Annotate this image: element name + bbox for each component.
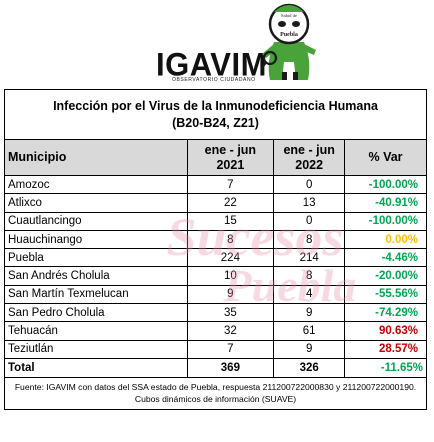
logo-wordmark: IGAVIM [156,46,267,83]
table-row: Tehuacán 32 61 90.63% [4,321,427,341]
header-row: Municipio ene - jun 2021 ene - jun 2022 … [4,139,427,176]
cell-municipio: San Martín Texmelucan [4,284,188,305]
cell-2022: 9 [273,339,346,359]
table-row: Atlixco 22 13 -40.91% [4,193,427,213]
source-note: Fuente: IGAVIM con datos del SSA estado … [4,376,427,410]
header-2021-year: 2021 [216,157,245,172]
cell-var: -74.29% [344,303,427,323]
cell-var: 28.57% [344,339,427,359]
mascot-top-text: Salud de [281,13,297,18]
cell-2021: 22 [186,193,275,213]
table-row: San Pedro Cholula 35 9 -74.29% [4,303,427,323]
cell-var: -4.46% [344,248,427,268]
cell-2021: 224 [186,248,275,268]
cell-var: -40.91% [344,193,427,213]
cell-municipio: San Pedro Cholula [4,303,188,323]
header-2022-year: 2022 [295,157,324,172]
cell-var: 90.63% [344,321,427,341]
cell-municipio: Puebla [4,248,188,268]
cell-municipio: Amozoc [4,174,188,195]
table-title-line1: Infección por el Virus de la Inmunodefic… [53,99,378,113]
table-row: San Andrés Cholula 10 8 -20.00% [4,266,427,286]
cell-2021: 35 [186,303,275,323]
table-row: Huauchinango 8 8 0.00% [4,229,427,250]
cell-municipio: Atlixco [4,193,188,213]
table-title-line2: (B20-B24, Z21) [172,116,259,130]
cell-var: -20.00% [344,266,427,286]
mascot-body [268,42,310,80]
cell-2022: 0 [273,211,346,231]
header-2021-period: ene - jun [204,142,257,157]
cell-2022: 214 [273,248,346,268]
cell-2021: 8 [186,229,275,250]
mascot-logo-icon: Salud de Puebla [261,3,316,80]
header-2022: ene - jun 2022 [273,139,346,176]
cell-municipio: Huauchinango [4,229,188,250]
cell-2021: 7 [186,174,275,195]
total-var: -11.65% [344,357,427,378]
header-2021: ene - jun 2021 [186,139,275,176]
cell-var: -100.00% [344,211,427,231]
cell-2021: 10 [186,266,275,286]
header-2022-period: ene - jun [283,142,335,157]
cell-var: -100.00% [344,174,427,195]
header-var: % Var [344,139,427,176]
table-row: Puebla 224 214 -4.46% [4,248,427,268]
cell-2022: 0 [273,174,346,195]
cell-2021: 7 [186,339,275,359]
cell-2022: 61 [273,321,346,341]
cell-municipio: Teziutlán [4,339,188,359]
cell-municipio: Cuautlancingo [4,211,188,231]
cell-2022: 8 [273,229,346,250]
table-body: Amozoc 7 0 -100.00% Atlixco 22 13 -40.91% Cuautl… [4,174,427,359]
cell-2021: 9 [186,284,275,305]
hiv-infection-table: Infección por el Virus de la Inmunodefic… [4,89,427,410]
total-row: Total 369 326 -11.65% [4,357,427,378]
total-label: Total [4,357,188,378]
table-row: Amozoc 7 0 -100.00% [4,174,427,195]
table-row: Cuautlancingo 15 0 -100.00% [4,211,427,231]
table-title: Infección por el Virus de la Inmunodefic… [4,89,427,140]
table-row: Teziutlán 7 9 28.57% [4,339,427,359]
cell-2021: 15 [186,211,275,231]
total-2022: 326 [273,357,346,378]
table-row: San Martín Texmelucan 9 4 -55.56% [4,284,427,305]
mascot-bottom-text: Puebla [280,32,298,38]
cell-var: 0.00% [344,229,427,250]
total-2021: 369 [186,357,275,378]
cell-2022: 13 [273,193,346,213]
header-municipio: Municipio [4,139,188,176]
cell-2021: 32 [186,321,275,341]
cell-var: -55.56% [344,284,427,305]
cell-municipio: Tehuacán [4,321,188,341]
cell-2022: 4 [273,284,346,305]
header: IGAVIM OBSERVATORIO CIUDADANO Salud de P… [0,0,434,84]
cell-2022: 9 [273,303,346,323]
logo-subtitle: OBSERVATORIO CIUDADANO [172,77,256,83]
cell-2022: 8 [273,266,346,286]
magnifier-icon [262,50,278,66]
mascot-arm-right [302,44,316,55]
cell-municipio: San Andrés Cholula [4,266,188,286]
